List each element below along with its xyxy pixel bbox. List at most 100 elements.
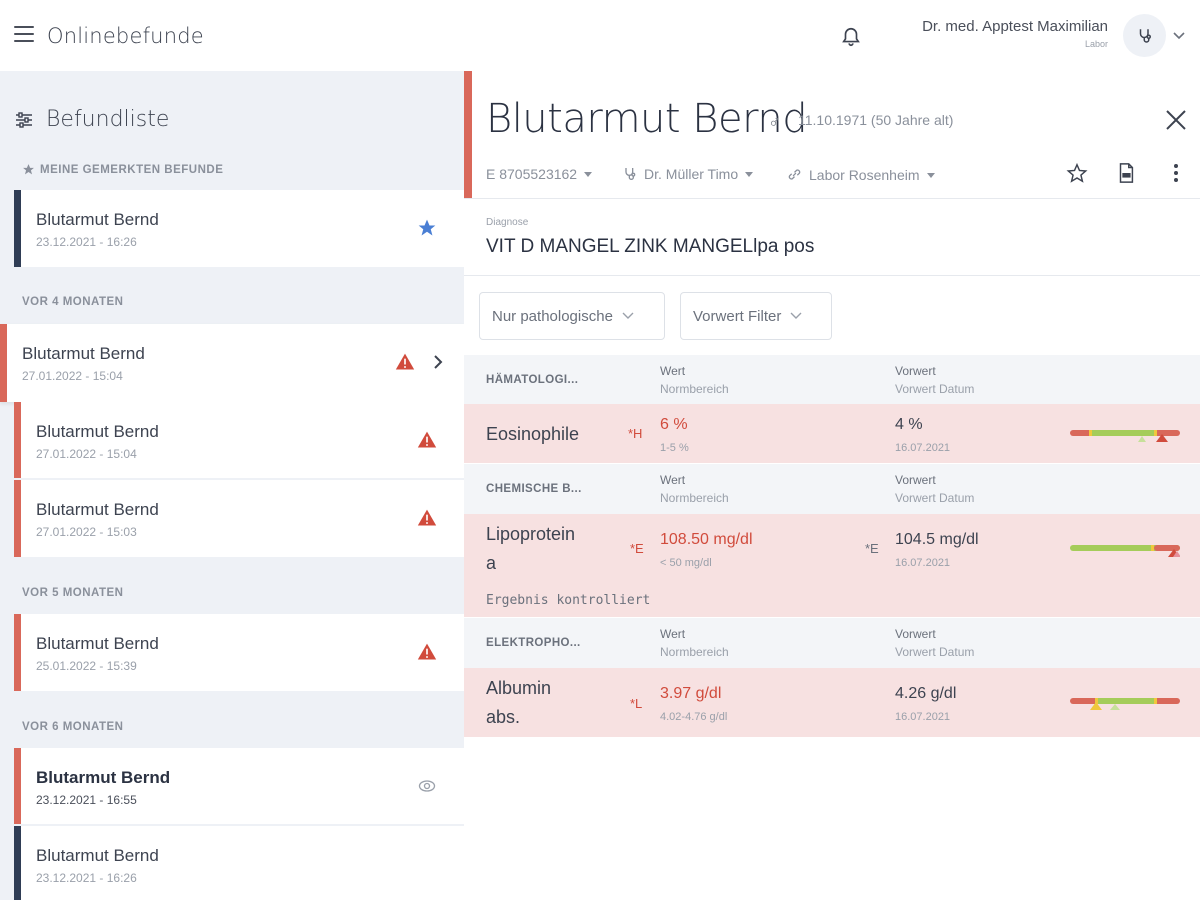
result-row[interactable]: Lipoprotein a *E 108.50 mg/dl < 50 mg/dl… (464, 514, 1200, 617)
list-item-name: Blutarmut Bernd (36, 422, 159, 441)
result-flag: *H (628, 426, 643, 441)
star-outline-icon[interactable] (1066, 162, 1088, 184)
list-item[interactable]: Blutarmut Bernd 27.01.2022 - 15:03 (14, 480, 464, 557)
app-title: Onlinebefunde (47, 24, 204, 48)
list-item[interactable]: Blutarmut Bernd 23.12.2021 - 16:26 (14, 190, 464, 267)
pathologic-filter-select[interactable]: Nur pathologische (479, 292, 665, 340)
list-item[interactable]: Blutarmut Bernd 25.01.2022 - 15:39 (14, 614, 464, 691)
list-item-selected[interactable]: Blutarmut Bernd 27.01.2022 - 15:04 (0, 324, 464, 402)
prev-date: 16.07.2021 (895, 442, 951, 454)
status-bar (14, 748, 21, 824)
more-vertical-icon[interactable] (1165, 162, 1187, 184)
lab-dropdown[interactable]: Labor Rosenheim (786, 166, 936, 183)
group-name: CHEMISCHE B... (486, 483, 582, 495)
sidebar-header: Befundliste (14, 107, 169, 132)
col-prev-date: Vorwert Datum (895, 491, 975, 505)
group-name: HÄMATOLOGI... (486, 374, 579, 386)
warning-icon (417, 509, 437, 526)
result-row[interactable]: Eosinophile *H 6 % 1-5 % 4 % 16.07.2021 (464, 404, 1200, 463)
col-value: Wert (660, 473, 686, 487)
col-prev: Vorwert (895, 627, 936, 641)
filter-label: Vorwert Filter (693, 307, 782, 325)
star-filled-icon[interactable] (417, 218, 437, 238)
list-item-date: 25.01.2022 - 15:39 (36, 659, 137, 673)
user-name[interactable]: Dr. med. Apptest Maximilian (922, 18, 1108, 35)
patient-name: Blutarmut Bernd (486, 96, 808, 142)
user-role: Labor (1084, 39, 1108, 49)
prev-flag: *E (865, 541, 879, 556)
result-note: Ergebnis kontrolliert (486, 593, 651, 608)
prev-value: 104.5 mg/dl (895, 531, 979, 548)
link-icon (788, 169, 801, 180)
chevron-down-icon (622, 312, 634, 319)
list-item[interactable]: Blutarmut Bernd 23.12.2021 - 16:26 (14, 826, 464, 900)
divider (464, 275, 1200, 276)
prev-value: 4.26 g/dl (895, 685, 957, 702)
col-prev: Vorwert (895, 364, 936, 378)
list-item-date: 27.01.2022 - 15:03 (36, 525, 137, 539)
caret-down-icon (584, 172, 593, 177)
section-6-months: VOR 6 MONATEN (22, 721, 124, 733)
status-bar (14, 826, 21, 900)
range-gauge (1070, 698, 1180, 710)
status-edge (464, 71, 472, 198)
list-item-name: Blutarmut Bernd (36, 768, 171, 787)
top-bar: Onlinebefunde Dr. med. Apptest Maximilia… (0, 0, 1200, 71)
chevron-down-icon[interactable] (1172, 30, 1186, 40)
case-id-dropdown[interactable]: E 8705523162 (486, 166, 593, 182)
sliders-icon[interactable] (14, 110, 34, 130)
sidebar: Befundliste MEINE GEMERKTEN BEFUNDE Blut… (0, 71, 464, 900)
col-range: Normbereich (660, 382, 729, 396)
chevron-down-icon (790, 312, 802, 319)
status-bar (14, 190, 21, 267)
eye-icon[interactable] (417, 776, 437, 796)
group-header[interactable]: ELEKTROPHO... Wert Normbereich Vorwert V… (464, 618, 1200, 668)
status-bar (14, 480, 21, 557)
list-item-name: Blutarmut Bernd (36, 846, 159, 865)
avatar[interactable] (1123, 14, 1166, 57)
hamburger-menu-icon[interactable] (14, 26, 34, 42)
pdf-document-icon[interactable] (1115, 162, 1137, 184)
list-item-name: Blutarmut Bernd (36, 634, 159, 653)
range-gauge (1070, 545, 1180, 557)
result-flag: *L (630, 696, 643, 711)
group-header[interactable]: CHEMISCHE B... Wert Normbereich Vorwert … (464, 464, 1200, 514)
group-header[interactable]: HÄMATOLOGI... Wert Normbereich Vorwert V… (464, 355, 1200, 404)
section-starred: MEINE GEMERKTEN BEFUNDE (22, 163, 223, 176)
doctor-dropdown[interactable]: Dr. Müller Timo (622, 166, 754, 182)
case-id: E 8705523162 (486, 166, 578, 182)
result-value: 6 % (660, 416, 688, 433)
list-item-date: 23.12.2021 - 16:55 (36, 793, 137, 807)
col-prev-date: Vorwert Datum (895, 382, 975, 396)
diagnosis-text: VIT D MANGEL ZINK MANGELlpa pos (486, 236, 815, 257)
list-item[interactable]: Blutarmut Bernd 23.12.2021 - 16:55 (14, 748, 464, 825)
result-row[interactable]: Albumin abs. *L 3.97 g/dl 4.02-4.76 g/dl… (464, 668, 1200, 737)
chevron-right-icon[interactable] (428, 352, 448, 372)
list-item-name: Blutarmut Bernd (36, 210, 159, 229)
list-item[interactable]: Blutarmut Bernd 27.01.2022 - 15:04 (14, 402, 464, 479)
col-prev: Vorwert (895, 473, 936, 487)
stethoscope-icon (1139, 28, 1151, 43)
patient-dob: 11.10.1971 (50 Jahre alt) (798, 112, 954, 128)
star-icon (23, 164, 34, 175)
caret-down-icon (745, 172, 754, 177)
list-item-date: 23.12.2021 - 16:26 (36, 871, 137, 885)
bell-icon[interactable] (840, 26, 862, 48)
prev-date: 16.07.2021 (895, 711, 951, 723)
result-value: 108.50 mg/dl (660, 531, 753, 548)
analyte-name-cont: abs. (486, 707, 521, 727)
close-icon[interactable] (1163, 107, 1189, 133)
analyte-name: Eosinophile (486, 424, 580, 444)
list-item-name: Blutarmut Bernd (22, 344, 145, 363)
prev-value: 4 % (895, 416, 923, 433)
gender-icon: ♂ (768, 112, 782, 132)
divider (464, 198, 1200, 199)
status-bar (14, 614, 21, 691)
section-5-months: VOR 5 MONATEN (22, 587, 124, 599)
list-item-date: 27.01.2022 - 15:04 (22, 369, 123, 383)
reference-range: 4.02-4.76 g/dl (660, 711, 728, 723)
prev-value-filter-select[interactable]: Vorwert Filter (680, 292, 832, 340)
col-range: Normbereich (660, 645, 729, 659)
warning-icon (395, 353, 415, 370)
stethoscope-icon (625, 168, 636, 180)
